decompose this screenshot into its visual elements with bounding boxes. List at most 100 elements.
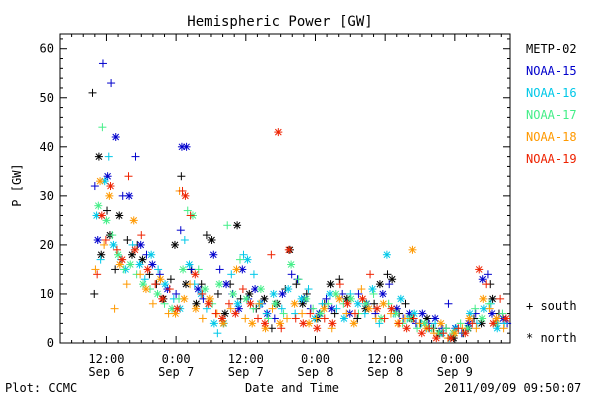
data-point-south	[268, 304, 277, 313]
data-point-north	[287, 260, 296, 269]
y-tick-label: 20	[40, 238, 54, 252]
data-point-north	[465, 314, 474, 323]
data-point-south	[198, 289, 207, 298]
data-point-north	[139, 280, 148, 289]
data-point-north	[94, 152, 103, 161]
data-point-north	[420, 319, 429, 328]
data-point-south	[98, 123, 107, 132]
data-point-south	[454, 324, 463, 333]
data-point-south	[227, 270, 236, 279]
data-point-north	[353, 299, 362, 308]
data-point-south	[499, 324, 508, 333]
data-point-south	[400, 314, 409, 323]
data-point-south	[107, 79, 116, 88]
y-tick-label: 10	[40, 287, 54, 301]
data-point-south	[291, 309, 300, 318]
x-tick-label-date: Sep 6	[88, 365, 124, 379]
data-point-south	[292, 280, 301, 289]
data-point-south	[166, 275, 175, 284]
plot-credit: Plot: CCMC	[5, 381, 78, 395]
data-point-south	[155, 270, 164, 279]
data-point-north	[158, 294, 167, 303]
y-tick-label: 50	[40, 91, 54, 105]
data-point-north	[156, 275, 165, 284]
data-point-north	[115, 211, 124, 220]
series-noaa-18	[91, 177, 508, 343]
data-point-north	[229, 289, 238, 298]
data-point-south	[101, 236, 110, 244]
data-point-south	[226, 304, 235, 313]
data-point-south	[306, 309, 315, 318]
data-point-north	[105, 191, 114, 200]
data-point-north	[302, 294, 311, 303]
data-point-north	[501, 314, 510, 323]
data-point-south	[354, 289, 363, 298]
data-point-north	[173, 304, 182, 313]
data-point-north	[93, 236, 102, 244]
data-point-north	[489, 319, 498, 328]
data-point-south	[309, 304, 318, 313]
data-point-north	[141, 285, 150, 294]
data-point-north	[182, 280, 190, 289]
data-point-south	[442, 324, 451, 333]
data-point-north	[114, 250, 123, 259]
data-point-north	[436, 319, 445, 328]
y-axis-label: P [GW]	[10, 163, 24, 207]
data-point-north	[182, 142, 191, 151]
y-tick-label: 30	[40, 189, 54, 203]
y-tick-label: 0	[47, 336, 54, 350]
data-point-south	[357, 285, 366, 294]
data-point-south	[110, 304, 119, 313]
marker-legend-entry: * north	[526, 331, 577, 345]
data-point-north	[219, 319, 228, 328]
data-point-north	[373, 304, 382, 313]
data-point-south	[277, 304, 286, 313]
data-point-south	[148, 299, 157, 308]
data-point-south	[324, 299, 333, 308]
data-point-north	[185, 260, 194, 269]
data-point-north	[378, 289, 387, 298]
series-noaa-15	[90, 59, 512, 338]
data-point-north	[284, 245, 293, 254]
data-point-north	[103, 172, 112, 181]
data-point-south	[395, 319, 404, 328]
x-tick-label-time: 12:00	[367, 352, 403, 366]
data-point-north	[181, 191, 190, 200]
data-point-south	[386, 309, 395, 318]
data-point-south	[194, 265, 203, 274]
data-point-north	[260, 319, 269, 328]
data-point-south	[137, 231, 146, 240]
data-point-south	[96, 255, 105, 264]
data-point-north	[327, 304, 336, 313]
data-point-north	[135, 260, 144, 269]
data-point-north	[256, 285, 265, 294]
data-point-north	[118, 255, 127, 264]
data-point-south	[123, 236, 132, 244]
data-point-north	[274, 128, 283, 137]
data-point-north	[276, 319, 285, 328]
data-point-south	[154, 265, 163, 274]
data-point-south	[294, 275, 303, 284]
data-point-south	[124, 172, 133, 181]
x-tick-label-time: 12:00	[88, 352, 124, 366]
data-point-north	[396, 294, 405, 303]
data-point-south	[183, 206, 192, 215]
data-point-north	[335, 294, 344, 303]
data-point-south	[353, 314, 362, 323]
data-point-north	[218, 314, 226, 323]
x-axis-label: Date and Time	[245, 381, 339, 395]
data-point-north	[125, 191, 134, 200]
data-point-north	[222, 280, 231, 289]
data-point-north	[382, 250, 391, 259]
data-point-south	[108, 231, 117, 240]
data-point-south	[383, 270, 392, 279]
series-noaa-19	[93, 128, 510, 343]
x-tick-label-date: Sep 9	[437, 365, 473, 379]
data-point-south	[371, 314, 380, 323]
data-point-north	[233, 221, 242, 230]
data-point-north	[232, 265, 241, 274]
data-point-south	[224, 299, 233, 308]
data-point-south	[241, 314, 250, 323]
data-point-north	[170, 240, 179, 249]
